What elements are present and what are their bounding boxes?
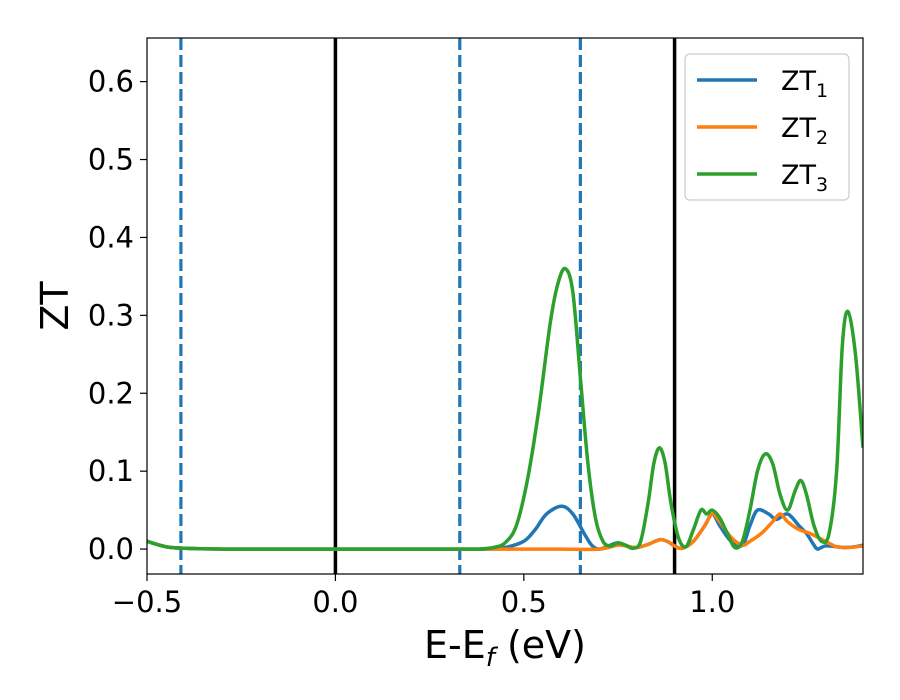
x-axis-label: E-Ef (eV) bbox=[424, 623, 586, 673]
legend-label-1: ZT1 bbox=[781, 66, 828, 102]
x-tick-label: −0.5 bbox=[112, 585, 182, 619]
y-axis: 0.0 0.1 0.2 0.3 0.4 0.5 0.6 bbox=[88, 65, 147, 566]
x-axis: −0.5 0.0 0.5 1.0 bbox=[112, 574, 735, 619]
y-tick-label: 0.5 bbox=[88, 143, 134, 177]
legend: ZT1 ZT2 ZT3 bbox=[684, 53, 850, 201]
x-tick-label: 0.0 bbox=[312, 585, 358, 619]
legend-label-3: ZT3 bbox=[781, 160, 828, 196]
y-tick-label: 0.6 bbox=[88, 65, 134, 99]
y-tick-label: 0.4 bbox=[88, 220, 134, 254]
y-tick-label: 0.3 bbox=[88, 298, 134, 332]
series-lines bbox=[147, 266, 863, 552]
y-tick-label: 0.1 bbox=[88, 454, 134, 488]
series-line-3 bbox=[147, 266, 863, 551]
x-tick-label: 0.5 bbox=[501, 585, 547, 619]
legend-label-2: ZT2 bbox=[781, 113, 828, 149]
y-tick-label: 0.0 bbox=[88, 532, 134, 566]
legend-box bbox=[684, 53, 850, 201]
reference-lines bbox=[179, 38, 677, 574]
x-tick-label: 1.0 bbox=[689, 585, 735, 619]
y-tick-label: 0.2 bbox=[88, 376, 134, 410]
plot-frame bbox=[146, 37, 864, 575]
y-axis-label: ZT bbox=[33, 281, 77, 331]
